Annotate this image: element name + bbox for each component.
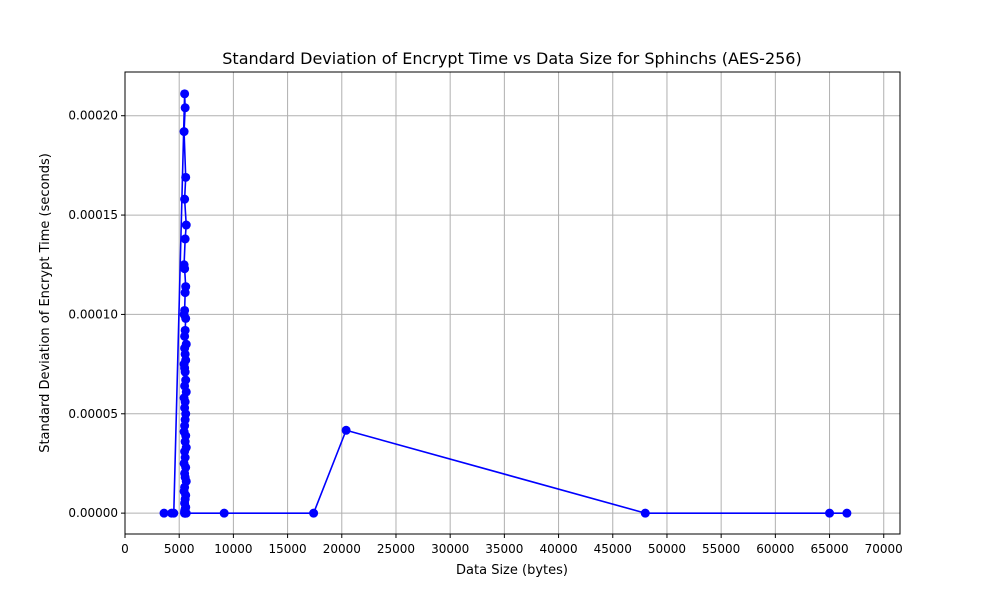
x-tick-label: 25000 <box>377 542 415 556</box>
series-line <box>164 93 847 514</box>
x-tick-label: 15000 <box>268 542 306 556</box>
data-point <box>842 508 852 518</box>
data-point <box>181 172 191 182</box>
data-point <box>181 313 191 323</box>
data-point <box>169 508 179 518</box>
data-point <box>180 288 190 298</box>
x-tick-label: 0 <box>121 542 129 556</box>
y-axis-label: Standard Deviation of Encrypt Time (seco… <box>38 153 53 453</box>
x-tick-label: 45000 <box>594 542 632 556</box>
chart-title: Standard Deviation of Encrypt Time vs Da… <box>222 49 801 68</box>
x-tick-label: 55000 <box>702 542 740 556</box>
y-tick-label: 0.00010 <box>68 307 118 321</box>
data-point <box>159 508 169 518</box>
data-point <box>825 508 835 518</box>
data-point <box>180 194 190 204</box>
x-axis-ticks: 0 5000 10000 15000 20000 25000 30000 35000 40000… <box>121 534 903 556</box>
data-point <box>180 508 190 518</box>
y-tick-label: 0.00020 <box>68 109 118 123</box>
grid <box>124 72 900 534</box>
x-tick-label: 65000 <box>810 542 848 556</box>
data-point <box>219 508 229 518</box>
data-point <box>179 127 189 137</box>
y-axis-ticks: 0.00000 0.00005 0.00010 0.00015 0.00020 <box>68 109 125 520</box>
x-tick-label: 5000 <box>164 542 195 556</box>
x-tick-label: 50000 <box>648 542 686 556</box>
x-tick-label: 20000 <box>323 542 361 556</box>
x-tick-label: 40000 <box>539 542 577 556</box>
y-tick-label: 0.00005 <box>68 407 118 421</box>
data-point <box>640 508 650 518</box>
x-tick-label: 70000 <box>865 542 903 556</box>
data-point <box>309 508 319 518</box>
x-axis-label: Data Size (bytes) <box>456 563 568 578</box>
series-layer <box>159 89 852 518</box>
data-point <box>181 220 191 230</box>
data-point <box>180 264 190 274</box>
x-tick-label: 35000 <box>485 542 523 556</box>
data-point <box>180 103 190 113</box>
y-tick-label: 0.00015 <box>68 208 118 222</box>
data-point <box>180 367 190 377</box>
x-tick-label: 60000 <box>756 542 794 556</box>
data-point <box>180 89 190 99</box>
x-tick-label: 10000 <box>214 542 252 556</box>
x-tick-label: 30000 <box>431 542 469 556</box>
data-point <box>180 234 190 244</box>
y-tick-label: 0.00000 <box>68 506 118 520</box>
data-point <box>180 331 190 341</box>
plot-frame <box>124 71 901 535</box>
data-point <box>341 425 351 435</box>
